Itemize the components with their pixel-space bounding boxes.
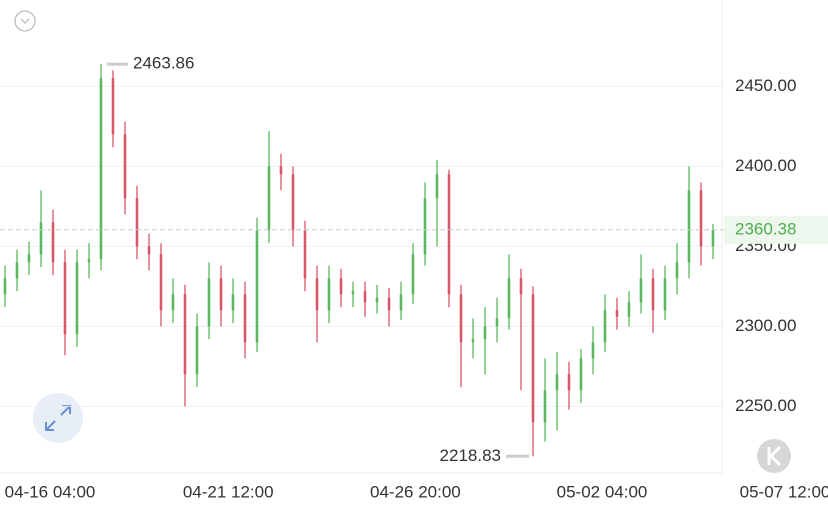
candle-body — [531, 294, 535, 423]
candle-body — [75, 262, 79, 335]
candle-body — [279, 166, 283, 175]
candle-body — [267, 166, 271, 231]
candle-body — [3, 278, 7, 295]
candle-body — [135, 198, 139, 247]
candle-body — [51, 222, 55, 263]
candle-body — [663, 278, 667, 311]
candle-body — [171, 294, 175, 311]
candle-body — [303, 230, 307, 279]
last-price-box — [724, 215, 828, 244]
candle-body — [651, 278, 655, 311]
collapse-icon[interactable] — [14, 10, 36, 32]
candle-body — [711, 229, 715, 247]
candle-body — [423, 198, 427, 255]
candle-body — [183, 294, 187, 375]
candle-body — [351, 291, 355, 295]
candle-body — [63, 262, 67, 335]
candle-body — [507, 278, 511, 319]
candle-body — [555, 374, 559, 391]
last-price-label: 2360.38 — [735, 219, 796, 238]
candle-body — [639, 278, 643, 303]
candle-body — [495, 318, 499, 327]
candle-body — [375, 297, 379, 303]
candle-body — [27, 254, 31, 263]
x-tick-label: 04-26 20:00 — [370, 482, 461, 501]
candle-body — [615, 310, 619, 317]
candle-body — [603, 310, 607, 343]
candle-body — [387, 297, 391, 311]
candle-body — [675, 262, 679, 279]
x-tick-label: 05-07 12:00 — [740, 482, 828, 501]
candle-body — [483, 326, 487, 340]
max-label: 2463.86 — [133, 54, 194, 73]
candle-body — [207, 278, 211, 327]
candle-body — [411, 254, 415, 295]
candle-body — [567, 374, 571, 391]
candle-body — [111, 78, 115, 135]
candle-body — [519, 278, 523, 295]
candle-body — [147, 246, 151, 255]
candle-body — [219, 278, 223, 311]
candle-body — [255, 230, 259, 343]
candle-body — [243, 294, 247, 343]
y-tick-label: 2450.00 — [735, 76, 796, 95]
min-label: 2218.83 — [440, 446, 501, 465]
candle-body — [291, 174, 295, 231]
candle-body — [339, 278, 343, 295]
y-tick-label: 2250.00 — [735, 396, 796, 415]
candle-body — [231, 294, 235, 311]
y-tick-label: 2300.00 — [735, 316, 796, 335]
x-tick-label: 04-16 04:00 — [5, 482, 96, 501]
candle-body — [99, 78, 103, 260]
candle-body — [627, 302, 631, 317]
candle-body — [591, 342, 595, 359]
candle-body — [159, 254, 163, 311]
x-tick-label: 05-02 04:00 — [557, 482, 648, 501]
candle-body — [435, 174, 439, 199]
candle-body — [363, 291, 367, 303]
candle-body — [471, 339, 475, 343]
candle-body — [123, 134, 127, 199]
candle-body — [399, 294, 403, 311]
candle-body — [195, 326, 199, 375]
candle-body — [315, 278, 319, 311]
candle-body — [543, 390, 547, 423]
expand-button[interactable] — [33, 393, 83, 443]
candle-body — [15, 262, 19, 279]
candle-body — [327, 278, 331, 311]
candle-body — [87, 259, 91, 263]
candle-body — [447, 174, 451, 295]
candle-body — [579, 358, 583, 391]
x-tick-label: 04-21 12:00 — [183, 482, 274, 501]
y-tick-label: 2400.00 — [735, 156, 796, 175]
candle-body — [39, 222, 43, 255]
candle-body — [687, 190, 691, 263]
candle-body — [699, 190, 703, 247]
candle-body — [459, 294, 463, 343]
k-button[interactable] — [757, 439, 791, 473]
